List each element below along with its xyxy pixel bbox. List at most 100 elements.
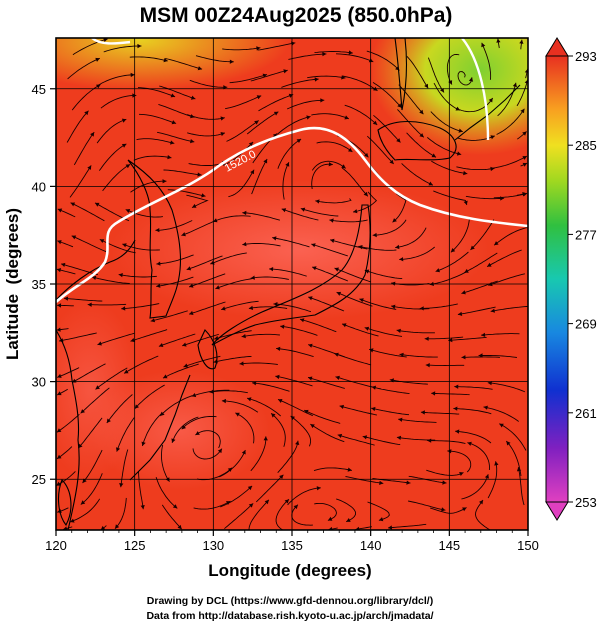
streamline-arrowhead	[64, 296, 69, 301]
streamline-arrowhead	[458, 128, 463, 133]
streamline-arrowhead	[312, 266, 317, 271]
streamline	[367, 501, 390, 521]
streamline-arrowhead	[494, 241, 499, 246]
streamline-arrowhead	[99, 239, 105, 243]
streamline-arrowhead	[254, 120, 259, 125]
streamline-arrowhead	[70, 518, 75, 523]
streamline	[371, 386, 410, 395]
streamline-arrowhead	[490, 308, 495, 313]
streamline-arrowhead	[170, 93, 176, 98]
streamline	[397, 109, 425, 138]
streamline-arrowhead	[106, 418, 111, 423]
streamline-arrowhead	[395, 244, 400, 250]
streamline-arrowhead	[308, 343, 313, 348]
credit-line-2: Data from http://database.rish.kyoto-u.a…	[146, 610, 433, 622]
streamline-arrowhead	[316, 486, 321, 491]
streamline	[222, 47, 261, 51]
streamline-arrowhead	[57, 208, 63, 213]
streamline	[122, 243, 160, 251]
streamline	[155, 476, 178, 509]
streamline-arrowhead	[496, 38, 501, 43]
streamline-arrowhead	[424, 83, 429, 89]
streamline	[123, 355, 159, 374]
streamline	[448, 336, 487, 341]
streamline	[341, 167, 369, 197]
streamline-arrowhead	[363, 191, 368, 197]
streamline-arrowhead	[220, 132, 225, 137]
streamline	[118, 274, 157, 278]
streamline	[192, 448, 223, 460]
streamline	[342, 75, 378, 92]
streamline	[221, 400, 259, 413]
streamline	[183, 355, 221, 368]
streamline-arrowhead	[56, 428, 62, 433]
streamline	[116, 417, 135, 452]
streamline	[59, 332, 97, 342]
honshu-coast	[211, 204, 371, 346]
streamline	[486, 249, 522, 267]
streamline-arrowhead	[372, 232, 377, 238]
streamline	[97, 332, 135, 346]
korea-coast	[127, 159, 182, 319]
streamline	[311, 163, 333, 190]
streamline	[408, 475, 447, 484]
streamline-arrowhead	[494, 461, 499, 466]
colorbar-tick-label: 277	[575, 227, 597, 242]
x-axis-ticks: 120 125 130 135 140 145 150	[45, 530, 539, 553]
streamline-arrowhead	[221, 398, 226, 404]
streamline	[464, 252, 498, 274]
streamline-arrowhead	[372, 120, 378, 125]
x-tick-label: 140	[360, 538, 382, 553]
streamline-arrowhead	[181, 425, 186, 430]
streamline-arrowhead	[522, 156, 527, 160]
streamline-arrowhead	[435, 268, 440, 273]
streamline	[389, 379, 428, 385]
streamline-arrowhead	[396, 328, 401, 333]
x-axis-label: Longitude (degrees)	[208, 561, 371, 580]
y-tick-label: 25	[32, 472, 46, 487]
streamline-arrowhead	[241, 334, 246, 339]
streamline-arrowhead	[441, 507, 446, 512]
streamline	[87, 303, 127, 306]
streamline	[465, 195, 505, 200]
streamline	[246, 111, 279, 135]
streamline-arrowhead	[158, 343, 164, 347]
streamline-arrowhead	[167, 155, 172, 160]
streamline-arrowhead	[56, 481, 61, 486]
streamline	[406, 56, 429, 89]
streamline-arrowhead	[431, 153, 436, 158]
streamline	[344, 104, 378, 126]
warm-region-center	[110, 180, 490, 320]
streamline-arrowhead	[90, 132, 95, 137]
streamline-arrowhead	[140, 505, 145, 510]
streamline	[429, 507, 467, 514]
streamline-arrowhead	[276, 346, 281, 351]
streamline	[314, 502, 337, 521]
streamline	[314, 51, 353, 54]
streamline	[490, 305, 528, 312]
streamline-arrowhead	[115, 524, 120, 529]
streamline-arrowhead	[191, 393, 197, 398]
streamline	[307, 75, 346, 79]
colorbar-tick-label: 285	[575, 138, 597, 153]
streamline	[228, 169, 255, 198]
streamline	[399, 353, 438, 358]
streamline	[162, 363, 199, 379]
streamline	[226, 120, 259, 142]
streamline	[187, 132, 226, 137]
streamline-arrowhead	[177, 524, 182, 530]
streamline	[453, 408, 492, 415]
streamline	[459, 97, 494, 113]
streamline-arrowhead	[223, 85, 228, 90]
streamline-arrowhead	[397, 103, 402, 108]
streamline-arrowhead	[295, 440, 300, 445]
streamline	[371, 407, 410, 416]
x-tick-label: 145	[438, 538, 460, 553]
streamline	[195, 55, 234, 63]
streamline-arrowhead	[399, 257, 404, 262]
streamline	[316, 141, 353, 153]
streamline-arrowhead	[263, 159, 268, 164]
streamline-arrowhead	[371, 385, 377, 390]
streamline	[487, 382, 526, 393]
streamline	[210, 252, 247, 265]
